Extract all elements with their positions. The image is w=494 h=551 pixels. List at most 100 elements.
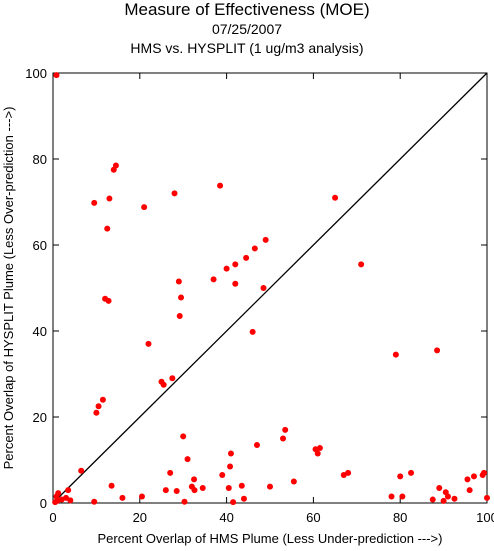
data-point <box>345 469 352 476</box>
data-point <box>280 435 287 442</box>
chart-title: Measure of Effectiveness (MOE) <box>124 0 370 19</box>
data-point <box>141 204 148 211</box>
data-point <box>397 473 404 480</box>
data-point <box>267 483 273 490</box>
y-tick-label: 80 <box>33 152 47 167</box>
data-point <box>358 261 365 268</box>
axes <box>52 72 488 504</box>
data-point <box>290 478 297 485</box>
data-point <box>316 444 323 451</box>
data-point <box>91 498 98 505</box>
data-point <box>262 236 269 243</box>
data-point <box>104 225 111 232</box>
y-tick-label: 40 <box>33 324 47 339</box>
data-point <box>95 403 102 410</box>
x-tick-label: 80 <box>393 510 407 525</box>
data-point <box>99 396 106 403</box>
data-point <box>180 433 187 440</box>
data-point <box>93 409 100 416</box>
data-point <box>466 487 473 494</box>
data-point <box>108 482 115 489</box>
data-point <box>167 469 174 476</box>
y-tick-label: 60 <box>33 238 47 253</box>
data-point <box>171 190 178 197</box>
data-point <box>53 72 60 79</box>
x-tick-label: 100 <box>476 510 494 525</box>
data-point <box>434 347 441 354</box>
x-tick-label: 20 <box>133 510 147 525</box>
data-point <box>160 381 167 388</box>
data-point <box>470 473 477 480</box>
data-point <box>253 441 260 448</box>
ticks: 0 20 40 60 80 100 0 20 40 60 80 100 <box>25 66 494 525</box>
data-point <box>191 476 198 483</box>
data-point <box>240 495 247 502</box>
data-point <box>119 494 126 501</box>
data-point <box>232 280 239 287</box>
data-point <box>63 494 70 501</box>
data-point <box>178 294 185 301</box>
plot-frame <box>52 72 488 504</box>
data-point <box>238 482 245 489</box>
data-point <box>145 340 152 347</box>
data-point <box>162 487 169 494</box>
data-point <box>217 182 224 189</box>
data-point <box>260 285 267 291</box>
data-point <box>112 162 119 169</box>
data-point <box>440 497 447 504</box>
data-point <box>176 312 183 319</box>
data-point <box>225 484 232 491</box>
data-point <box>249 328 256 335</box>
data-point <box>399 493 406 500</box>
y-axis-label: Percent Overlap of HYSPLIT Plume (Less O… <box>1 107 16 470</box>
data-point <box>67 497 74 504</box>
data-point <box>484 494 490 501</box>
data-point <box>282 426 289 433</box>
data-point <box>436 484 443 491</box>
x-tick-label: 40 <box>219 510 233 525</box>
x-axis-label: Percent Overlap of HMS Plume (Less Under… <box>98 531 443 546</box>
data-point <box>251 245 258 252</box>
y-tick-label: 20 <box>33 410 47 425</box>
data-point <box>451 495 458 502</box>
data-point <box>191 487 198 494</box>
y-tick-label: 100 <box>25 66 47 81</box>
data-point <box>78 467 85 474</box>
data-point <box>388 493 395 500</box>
data-point <box>105 297 112 304</box>
data-point <box>464 476 471 483</box>
data-point <box>314 450 321 457</box>
data-point <box>55 490 62 497</box>
y-tick-label: 0 <box>40 496 47 511</box>
data-point <box>169 375 176 382</box>
data-point <box>219 472 226 479</box>
data-point <box>227 450 234 457</box>
data-point <box>444 493 451 500</box>
data-point <box>392 351 399 358</box>
data-point <box>184 456 191 463</box>
data-point <box>138 493 145 500</box>
data-point <box>480 469 487 476</box>
data-point <box>223 265 230 272</box>
data-point <box>230 499 237 506</box>
chart-date: 07/25/2007 <box>211 21 283 37</box>
data-point <box>408 469 415 476</box>
data-point <box>175 278 182 285</box>
data-point <box>232 261 239 268</box>
data-point <box>227 463 234 470</box>
chart-subtitle: HMS vs. HYSPLIT (1 ug/m3 analysis) <box>130 40 364 56</box>
data-point <box>243 254 250 261</box>
data-point <box>199 484 206 491</box>
data-point <box>181 498 188 505</box>
data-point <box>429 496 436 503</box>
diagonal-reference-line <box>52 72 488 504</box>
x-tick-label: 0 <box>49 510 56 525</box>
data-point <box>332 194 339 201</box>
data-point <box>91 199 98 206</box>
data-point <box>106 195 113 202</box>
data-point <box>210 276 217 283</box>
data-point <box>65 487 72 494</box>
x-tick-label: 60 <box>306 510 320 525</box>
data-point <box>173 487 180 494</box>
